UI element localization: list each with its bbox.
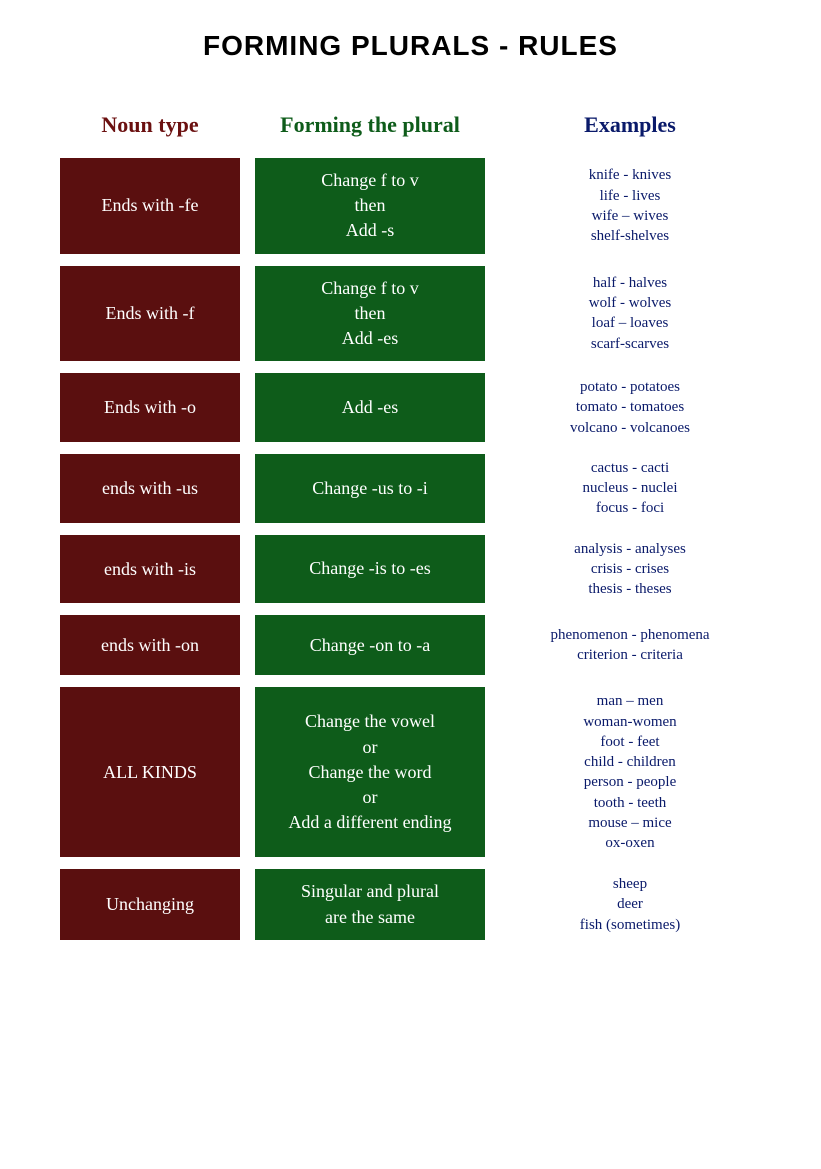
noun-type-cell: ends with -us [60, 454, 240, 523]
examples-cell: potato - potatoes tomato - tomatoes volc… [500, 373, 760, 442]
rule-cell: Change the vowel or Change the word or A… [255, 687, 485, 857]
page-title: FORMING PLURALS - RULES [60, 30, 761, 62]
header-forming-plural: Forming the plural [255, 112, 485, 138]
examples-cell: analysis - analyses crisis - crises thes… [500, 535, 760, 604]
table-row: ends with -usChange -us to -icactus - ca… [60, 454, 761, 523]
examples-cell: sheep deer fish (sometimes) [500, 869, 760, 939]
table-row: Ends with -fChange f to v then Add -esha… [60, 266, 761, 362]
rule-cell: Change f to v then Add -es [255, 266, 485, 362]
noun-type-cell: Ends with -fe [60, 158, 240, 254]
noun-type-cell: Ends with -f [60, 266, 240, 362]
header-examples: Examples [500, 112, 760, 138]
examples-cell: cactus - cacti nucleus - nuclei focus - … [500, 454, 760, 523]
rules-table: Ends with -feChange f to v then Add -skn… [60, 158, 761, 940]
header-noun-type: Noun type [60, 112, 240, 138]
rule-cell: Change f to v then Add -s [255, 158, 485, 254]
noun-type-cell: Unchanging [60, 869, 240, 939]
noun-type-cell: ALL KINDS [60, 687, 240, 857]
column-headers: Noun type Forming the plural Examples [60, 112, 761, 138]
examples-cell: half - halves wolf - wolves loaf – loave… [500, 266, 760, 362]
table-row: UnchangingSingular and plural are the sa… [60, 869, 761, 939]
rule-cell: Change -us to -i [255, 454, 485, 523]
table-row: ALL KINDSChange the vowel or Change the … [60, 687, 761, 857]
noun-type-cell: Ends with -o [60, 373, 240, 442]
table-row: ends with -onChange -on to -aphenomenon … [60, 615, 761, 675]
table-row: Ends with -feChange f to v then Add -skn… [60, 158, 761, 254]
examples-cell: man – men woman-women foot - feet child … [500, 687, 760, 857]
table-row: Ends with -oAdd -espotato - potatoes tom… [60, 373, 761, 442]
rule-cell: Change -is to -es [255, 535, 485, 604]
rule-cell: Add -es [255, 373, 485, 442]
noun-type-cell: ends with -on [60, 615, 240, 675]
rule-cell: Singular and plural are the same [255, 869, 485, 939]
rule-cell: Change -on to -a [255, 615, 485, 675]
table-row: ends with -isChange -is to -esanalysis -… [60, 535, 761, 604]
examples-cell: knife - knives life - lives wife – wives… [500, 158, 760, 254]
noun-type-cell: ends with -is [60, 535, 240, 604]
examples-cell: phenomenon - phenomena criterion - crite… [500, 615, 760, 675]
